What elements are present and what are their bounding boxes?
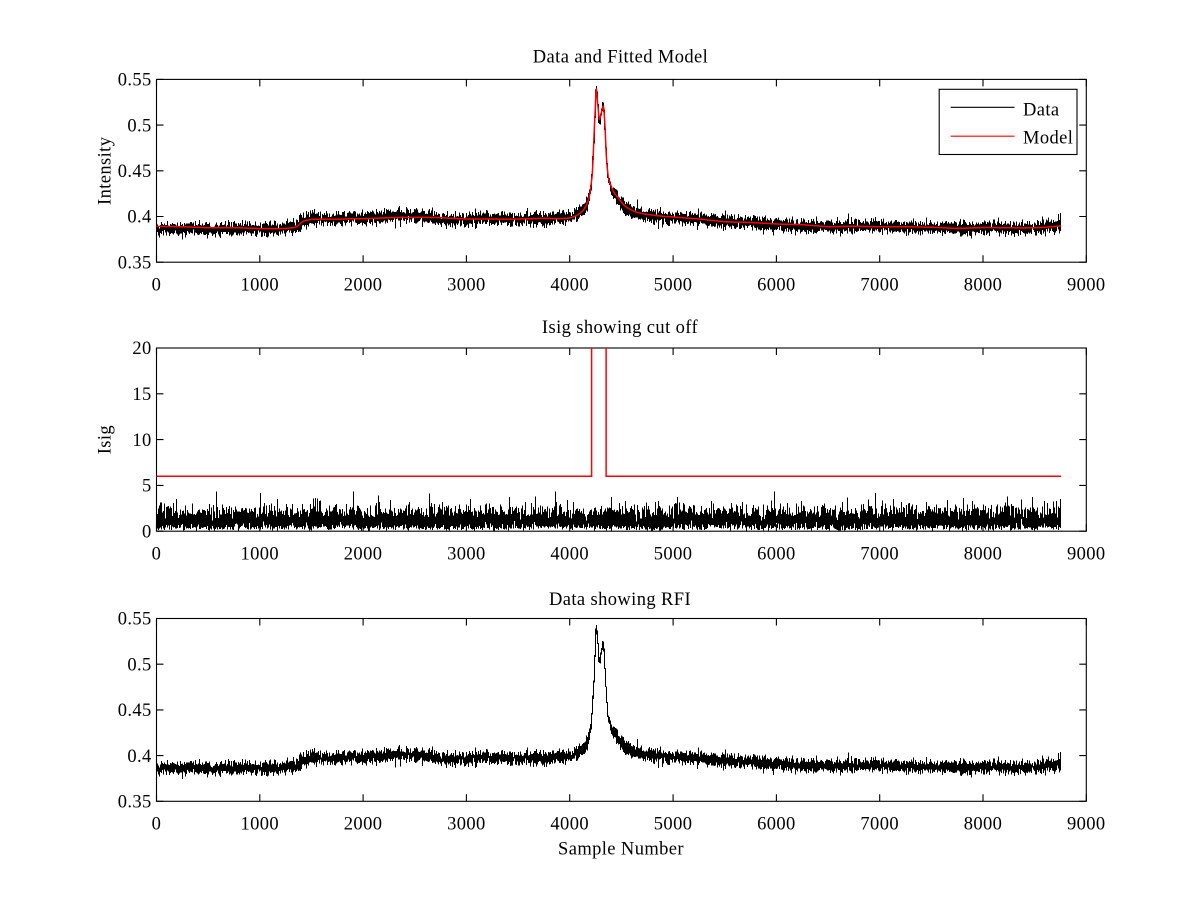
svg-text:7000: 7000 [860,276,899,296]
svg-text:4000: 4000 [550,815,589,835]
svg-text:Data and Fitted Model: Data and Fitted Model [533,48,708,68]
svg-text:3000: 3000 [447,545,486,565]
svg-text:1000: 1000 [240,815,279,835]
svg-text:0.45: 0.45 [118,701,152,721]
svg-text:Data showing RFI: Data showing RFI [549,590,691,610]
svg-text:7000: 7000 [860,815,899,835]
svg-text:0.35: 0.35 [118,793,152,813]
svg-text:2000: 2000 [344,815,383,835]
svg-text:6000: 6000 [757,815,796,835]
svg-text:9000: 9000 [1067,276,1106,296]
svg-text:8000: 8000 [964,545,1003,565]
svg-text:Model: Model [1023,129,1073,149]
svg-text:Isig showing cut off: Isig showing cut off [542,318,699,338]
svg-text:0.55: 0.55 [118,610,152,630]
svg-text:0: 0 [152,545,162,565]
svg-text:5000: 5000 [654,545,693,565]
svg-text:Data: Data [1023,101,1060,121]
svg-text:0.5: 0.5 [127,116,151,136]
svg-text:0.55: 0.55 [118,71,152,91]
svg-text:0.4: 0.4 [127,747,151,767]
svg-text:5000: 5000 [654,276,693,296]
svg-text:0: 0 [152,815,162,835]
svg-text:0.35: 0.35 [118,253,152,273]
svg-text:2000: 2000 [344,545,383,565]
svg-text:Intensity: Intensity [96,136,116,205]
svg-text:9000: 9000 [1067,545,1106,565]
svg-text:20: 20 [132,339,151,359]
svg-text:15: 15 [132,385,151,405]
svg-text:2000: 2000 [344,276,383,296]
svg-text:8000: 8000 [964,815,1003,835]
svg-text:5000: 5000 [654,815,693,835]
svg-text:5: 5 [142,477,152,497]
svg-text:6000: 6000 [757,545,796,565]
svg-text:1000: 1000 [240,545,279,565]
svg-text:0.5: 0.5 [127,655,151,675]
svg-text:3000: 3000 [447,276,486,296]
svg-text:0.4: 0.4 [127,208,151,228]
svg-text:4000: 4000 [550,545,589,565]
svg-text:0: 0 [142,522,152,542]
svg-text:Sample Number: Sample Number [558,840,684,860]
svg-text:3000: 3000 [447,815,486,835]
svg-text:1000: 1000 [240,276,279,296]
svg-text:4000: 4000 [550,276,589,296]
svg-text:10: 10 [132,431,151,451]
svg-text:0.45: 0.45 [118,162,152,182]
svg-text:0: 0 [152,276,162,296]
svg-text:7000: 7000 [860,545,899,565]
svg-text:Isig: Isig [96,425,116,454]
svg-text:6000: 6000 [757,276,796,296]
svg-text:8000: 8000 [964,276,1003,296]
svg-text:9000: 9000 [1067,815,1106,835]
